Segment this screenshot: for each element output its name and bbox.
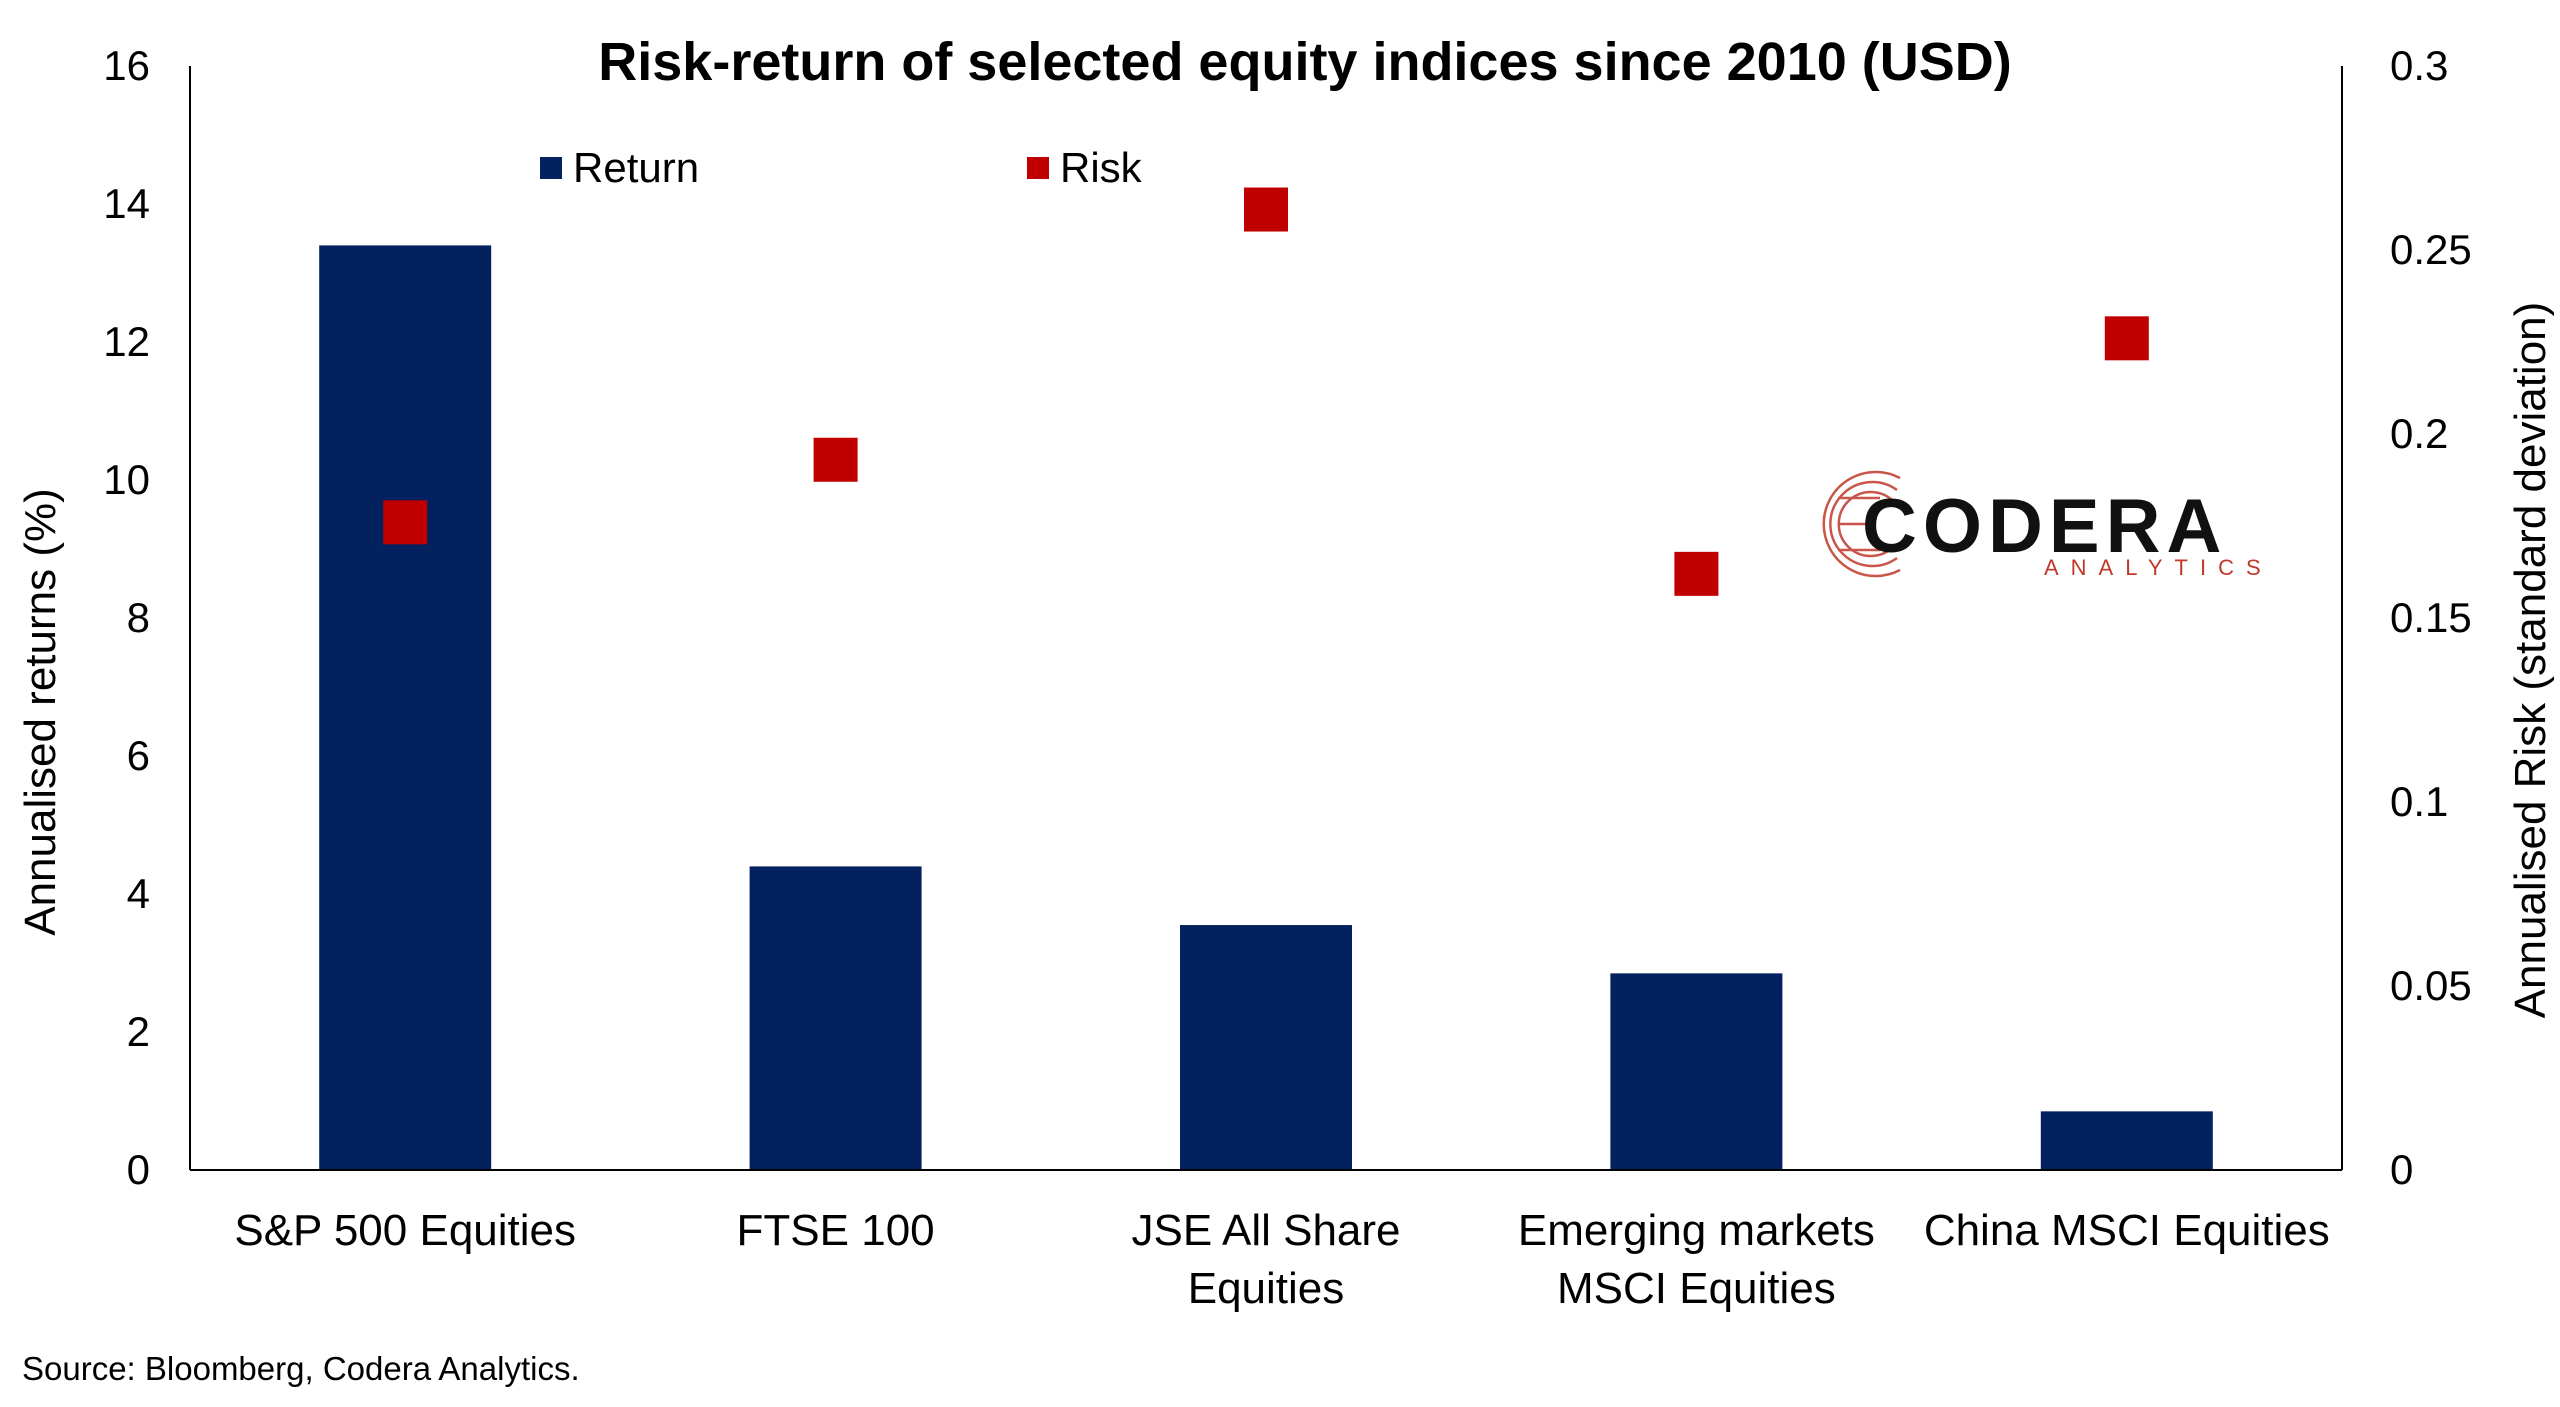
right-tick-label: 0 [2390, 1146, 2413, 1193]
risk-point [1674, 551, 1719, 596]
category-label: JSE All Share Equities [1131, 1206, 1400, 1313]
right-tick-label: 0.3 [2390, 42, 2448, 89]
left-tick-label: 0 [127, 1146, 150, 1193]
logo-subtitle: ANALYTICS [2044, 555, 2273, 580]
legend-return-swatch [540, 157, 562, 179]
legend-risk-label: Risk [1060, 144, 1143, 191]
codera-logo-mark [1822, 470, 1901, 578]
legend-return-label: Return [573, 144, 699, 191]
left-tick-label: 2 [127, 1008, 150, 1055]
left-tick-label: 4 [127, 870, 150, 917]
category-labels: S&P 500 Equities FTSE 100 JSE All Share Equ… [234, 1206, 2329, 1313]
right-tick-label: 0.1 [2390, 778, 2448, 825]
chart-title: Risk-return of selected equity indices s… [598, 32, 2011, 92]
risk-point [813, 437, 858, 482]
category-label: Emerging markets MSCI Equities [1518, 1206, 1875, 1313]
return-bar [319, 245, 492, 1170]
right-axis-label: Annualised Risk (standard deviation) [2506, 302, 2555, 1019]
category-label-line: S&P 500 Equities [234, 1206, 576, 1255]
category-label-line: Equities [1188, 1264, 1345, 1313]
return-bar [1180, 925, 1352, 1170]
category-label-line: Emerging markets [1518, 1206, 1875, 1255]
category-label-line: FTSE 100 [737, 1206, 935, 1255]
category-label-line: China MSCI Equities [1924, 1206, 2330, 1255]
left-tick-label: 14 [103, 180, 150, 227]
return-bar [749, 866, 922, 1170]
legend: Return Risk [540, 144, 1143, 191]
legend-risk-swatch [1027, 157, 1049, 179]
risk-point [1244, 187, 1288, 232]
left-tick-label: 6 [127, 732, 150, 779]
return-bar [1610, 973, 1783, 1170]
category-label: FTSE 100 [737, 1206, 935, 1255]
left-axis-label: Annualised returns (%) [16, 488, 65, 936]
left-tick-label: 12 [103, 318, 150, 365]
risk-point [383, 500, 428, 545]
category-label-line: JSE All Share [1131, 1206, 1400, 1255]
risk-point [2104, 316, 2149, 361]
return-bar [2040, 1111, 2213, 1170]
right-tick-label: 0.25 [2390, 226, 2472, 273]
right-tick-label: 0.2 [2390, 410, 2448, 457]
return-bars [319, 245, 2213, 1170]
category-label-line: MSCI Equities [1557, 1264, 1836, 1313]
source-note: Source: Bloomberg, Codera Analytics. [22, 1350, 580, 1387]
right-tick-label: 0.05 [2390, 962, 2472, 1009]
category-label: China MSCI Equities [1924, 1206, 2330, 1255]
left-tick-label: 10 [103, 456, 150, 503]
right-axis-ticks: 0 0.05 0.1 0.15 0.2 0.25 0.3 [2390, 42, 2472, 1193]
right-tick-label: 0.15 [2390, 594, 2472, 641]
category-label: S&P 500 Equities [234, 1206, 576, 1255]
codera-logo: CODERA ANALYTICS [1822, 470, 2273, 580]
left-tick-label: 8 [127, 594, 150, 641]
left-axis-ticks: 0 2 4 6 8 10 12 14 16 [103, 42, 150, 1193]
left-tick-label: 16 [103, 42, 150, 89]
logo-wordmark: CODERA [1862, 484, 2227, 569]
risk-points [383, 187, 2149, 596]
